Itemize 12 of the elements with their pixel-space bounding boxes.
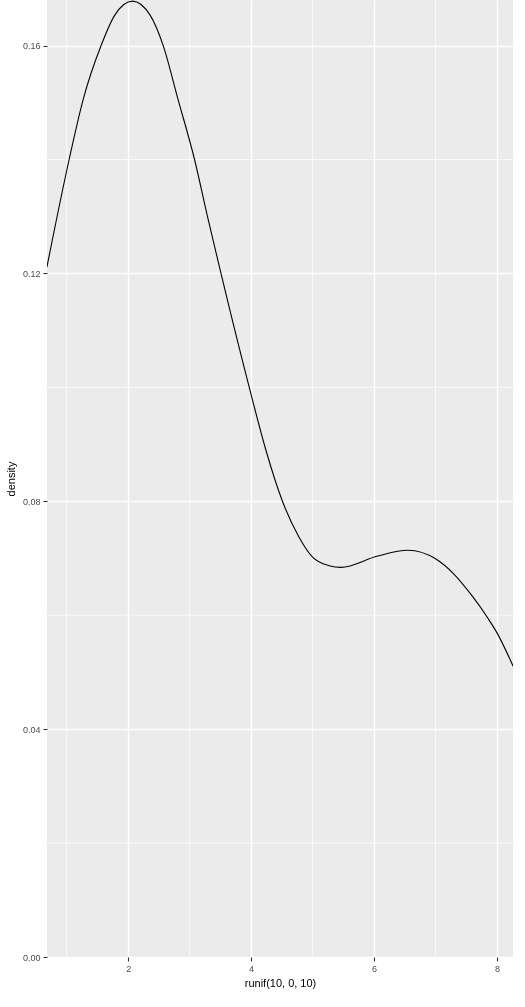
y-tick-label: 0.16 (22, 41, 41, 52)
line-series (47, 0, 513, 667)
x-tick-label: 6 (372, 963, 378, 974)
x-tick-label: 4 (249, 963, 255, 974)
y-tick-label: 0.08 (22, 496, 41, 507)
y-tick-label: 0.12 (22, 268, 41, 279)
x-tick-label: 8 (495, 963, 501, 974)
y-axis-title: density (4, 461, 17, 497)
x-axis-title: runif(10, 0, 10) (244, 976, 317, 989)
x-tick-label: 2 (126, 963, 132, 974)
y-tick-label: 0.00 (22, 952, 41, 963)
y-tick-label: 0.04 (22, 724, 41, 735)
